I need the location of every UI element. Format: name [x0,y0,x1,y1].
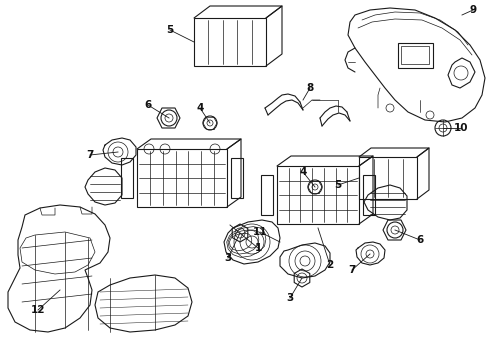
Text: 1: 1 [254,243,261,253]
Bar [358,157,416,199]
Text: 5: 5 [334,180,341,190]
Text: 7: 7 [86,150,94,160]
Bar [194,18,265,66]
Text: 7: 7 [347,265,355,275]
Text: 6: 6 [415,235,423,245]
Text: 10: 10 [453,123,468,133]
Text: 6: 6 [144,100,151,110]
Text: 5: 5 [166,25,173,35]
Bar [400,46,428,64]
Text: 11: 11 [252,227,267,237]
Text: 3: 3 [224,253,231,263]
Bar [362,175,374,215]
Text: 2: 2 [325,260,333,270]
Bar [121,158,133,198]
Bar [276,166,358,224]
Bar [137,149,226,207]
Text: 12: 12 [31,305,45,315]
Text: 4: 4 [299,167,306,177]
Text: 4: 4 [196,103,203,113]
Text: 8: 8 [306,83,313,93]
Text: 3: 3 [286,293,293,303]
Bar [261,175,272,215]
Bar [397,42,431,68]
Bar [230,158,243,198]
Text: 9: 9 [468,5,476,15]
